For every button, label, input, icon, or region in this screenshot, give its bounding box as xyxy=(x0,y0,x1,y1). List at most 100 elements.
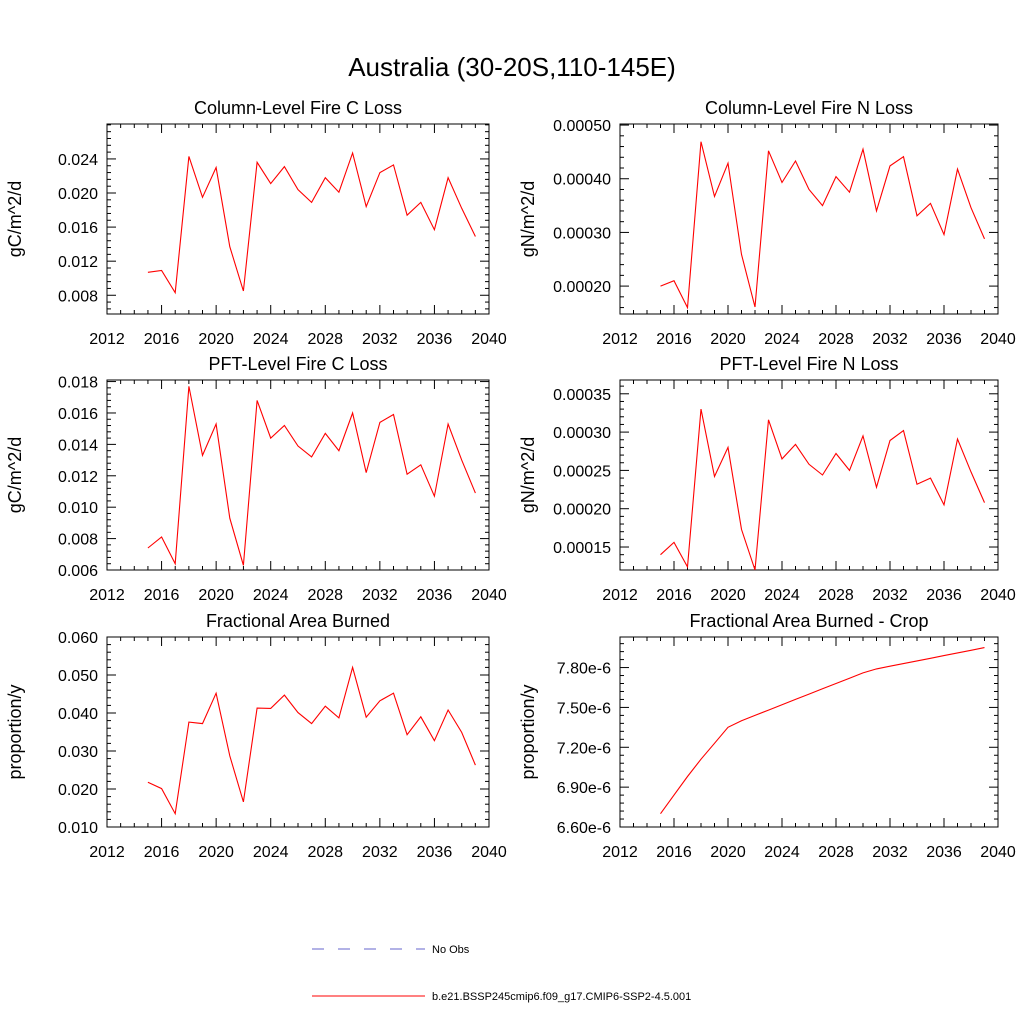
chart-panel-6: Fractional Area Burned - Crop proportion/… xyxy=(518,611,1016,861)
chart-panel-4: PFT-Level Fire N Loss gN/m^2/d 2012 2016 202… xyxy=(518,354,1016,604)
y-tick-label: 0.00035 xyxy=(553,387,611,404)
x-tick-label: 2012 xyxy=(89,331,125,348)
y-tick-label: 0.012 xyxy=(58,469,98,486)
y-tick-label: 0.016 xyxy=(58,220,98,237)
x-tick-label: 2028 xyxy=(307,587,343,604)
y-tick-label: 0.030 xyxy=(58,744,98,761)
legend-obs-label: No Obs xyxy=(432,944,470,956)
x-tick-label: 2016 xyxy=(656,331,692,348)
y-tick-label: 0.00030 xyxy=(553,425,611,442)
y-tick-label: 0.060 xyxy=(58,630,98,647)
chart-panel-5: Fractional Area Burned proportion/y 2012 20… xyxy=(5,611,507,861)
x-tick-label: 2032 xyxy=(872,587,908,604)
x-tick-label: 2028 xyxy=(818,844,854,861)
x-tick-label: 2016 xyxy=(144,331,180,348)
y-tick-label: 0.00020 xyxy=(553,502,611,519)
x-tick-label: 2032 xyxy=(362,587,398,604)
y-tick-label: 7.80e-6 xyxy=(557,661,611,678)
chart-panel-1: Column-Level Fire C Loss gC/m^2/d 2012 2016… xyxy=(5,98,507,348)
x-tick-label: 2012 xyxy=(89,844,125,861)
x-tick-label: 2024 xyxy=(764,587,800,604)
y-tick-label: 0.018 xyxy=(58,375,98,392)
y-tick-label: 0.006 xyxy=(58,563,98,580)
y-tick-label: 0.020 xyxy=(58,782,98,799)
chart-title: Column-Level Fire N Loss xyxy=(705,98,913,118)
x-tick-label: 2036 xyxy=(417,587,453,604)
x-tick-label: 2032 xyxy=(362,331,398,348)
x-tick-label: 2020 xyxy=(710,331,746,348)
x-tick-label: 2040 xyxy=(471,587,507,604)
x-tick-label: 2020 xyxy=(198,587,234,604)
chart-title: PFT-Level Fire N Loss xyxy=(719,354,898,374)
x-tick-label: 2024 xyxy=(253,844,289,861)
y-tick-label: 0.00040 xyxy=(553,172,611,189)
x-tick-label: 2012 xyxy=(89,587,125,604)
page-title: Australia (30-20S,110-145E) xyxy=(348,52,676,82)
x-tick-label: 2040 xyxy=(471,331,507,348)
plot-frame xyxy=(619,636,999,828)
y-tick-label: 0.012 xyxy=(58,254,98,271)
y-tick-label: 0.014 xyxy=(58,437,98,454)
x-tick-label: 2012 xyxy=(602,587,638,604)
y-tick-label: 0.024 xyxy=(58,152,98,169)
chart-panels: Column-Level Fire C Loss gC/m^2/d 2012 2016… xyxy=(5,98,1016,861)
chart-panel-3: PFT-Level Fire C Loss gC/m^2/d 2012 2016 202… xyxy=(5,354,507,604)
x-tick-label: 2040 xyxy=(471,844,507,861)
y-tick-label: 0.00030 xyxy=(553,225,611,242)
y-tick-label: 0.008 xyxy=(58,288,98,305)
x-tick-label: 2012 xyxy=(602,331,638,348)
chart-title: Fractional Area Burned - Crop xyxy=(689,611,928,631)
x-tick-label: 2020 xyxy=(198,844,234,861)
x-tick-label: 2028 xyxy=(818,587,854,604)
x-tick-label: 2016 xyxy=(656,587,692,604)
y-tick-label: 0.050 xyxy=(58,668,98,685)
y-axis-label: gC/m^2/d xyxy=(5,181,25,257)
chart-title: Fractional Area Burned xyxy=(206,611,390,631)
legend-model-label: b.e21.BSSP245cmip6.f09_g17.CMIP6-SSP2-4.… xyxy=(432,991,691,1003)
x-tick-label: 2040 xyxy=(980,844,1016,861)
series-line xyxy=(660,647,985,815)
y-axis-label: proportion/y xyxy=(518,684,538,779)
plot-frame xyxy=(106,636,490,828)
x-tick-label: 2040 xyxy=(980,331,1016,348)
x-tick-label: 2016 xyxy=(144,844,180,861)
x-tick-label: 2028 xyxy=(818,331,854,348)
x-tick-label: 2032 xyxy=(872,331,908,348)
y-tick-label: 0.00025 xyxy=(553,463,611,480)
x-tick-label: 2012 xyxy=(602,844,638,861)
series-line xyxy=(147,386,476,566)
x-tick-label: 2024 xyxy=(764,844,800,861)
y-tick-label: 0.010 xyxy=(58,820,98,837)
x-tick-label: 2024 xyxy=(253,331,289,348)
y-tick-label: 0.00020 xyxy=(553,279,611,296)
x-tick-label: 2024 xyxy=(764,331,800,348)
series-line xyxy=(147,151,476,295)
plot-frame xyxy=(619,379,999,571)
x-tick-label: 2036 xyxy=(926,587,962,604)
chart-panel-2: Column-Level Fire N Loss gN/m^2/d 2012 2016… xyxy=(518,98,1016,348)
x-tick-label: 2024 xyxy=(253,587,289,604)
y-tick-label: 0.010 xyxy=(58,500,98,517)
y-axis-label: proportion/y xyxy=(5,684,25,779)
y-tick-label: 0.016 xyxy=(58,406,98,423)
x-tick-label: 2020 xyxy=(710,587,746,604)
y-axis-label: gN/m^2/d xyxy=(518,181,538,257)
y-tick-label: 6.60e-6 xyxy=(557,820,611,837)
y-tick-label: 0.008 xyxy=(58,532,98,549)
y-tick-label: 0.020 xyxy=(58,186,98,203)
x-tick-label: 2020 xyxy=(198,331,234,348)
x-tick-label: 2028 xyxy=(307,844,343,861)
series-line xyxy=(147,665,476,816)
x-tick-label: 2036 xyxy=(926,844,962,861)
x-tick-label: 2016 xyxy=(656,844,692,861)
y-axis-label: gN/m^2/d xyxy=(518,437,538,513)
x-tick-label: 2020 xyxy=(710,844,746,861)
y-tick-label: 0.040 xyxy=(58,706,98,723)
x-tick-label: 2036 xyxy=(417,844,453,861)
series-line xyxy=(660,141,986,310)
plot-frame xyxy=(106,123,490,315)
y-tick-label: 7.50e-6 xyxy=(557,700,611,717)
y-tick-label: 0.00015 xyxy=(553,540,611,557)
